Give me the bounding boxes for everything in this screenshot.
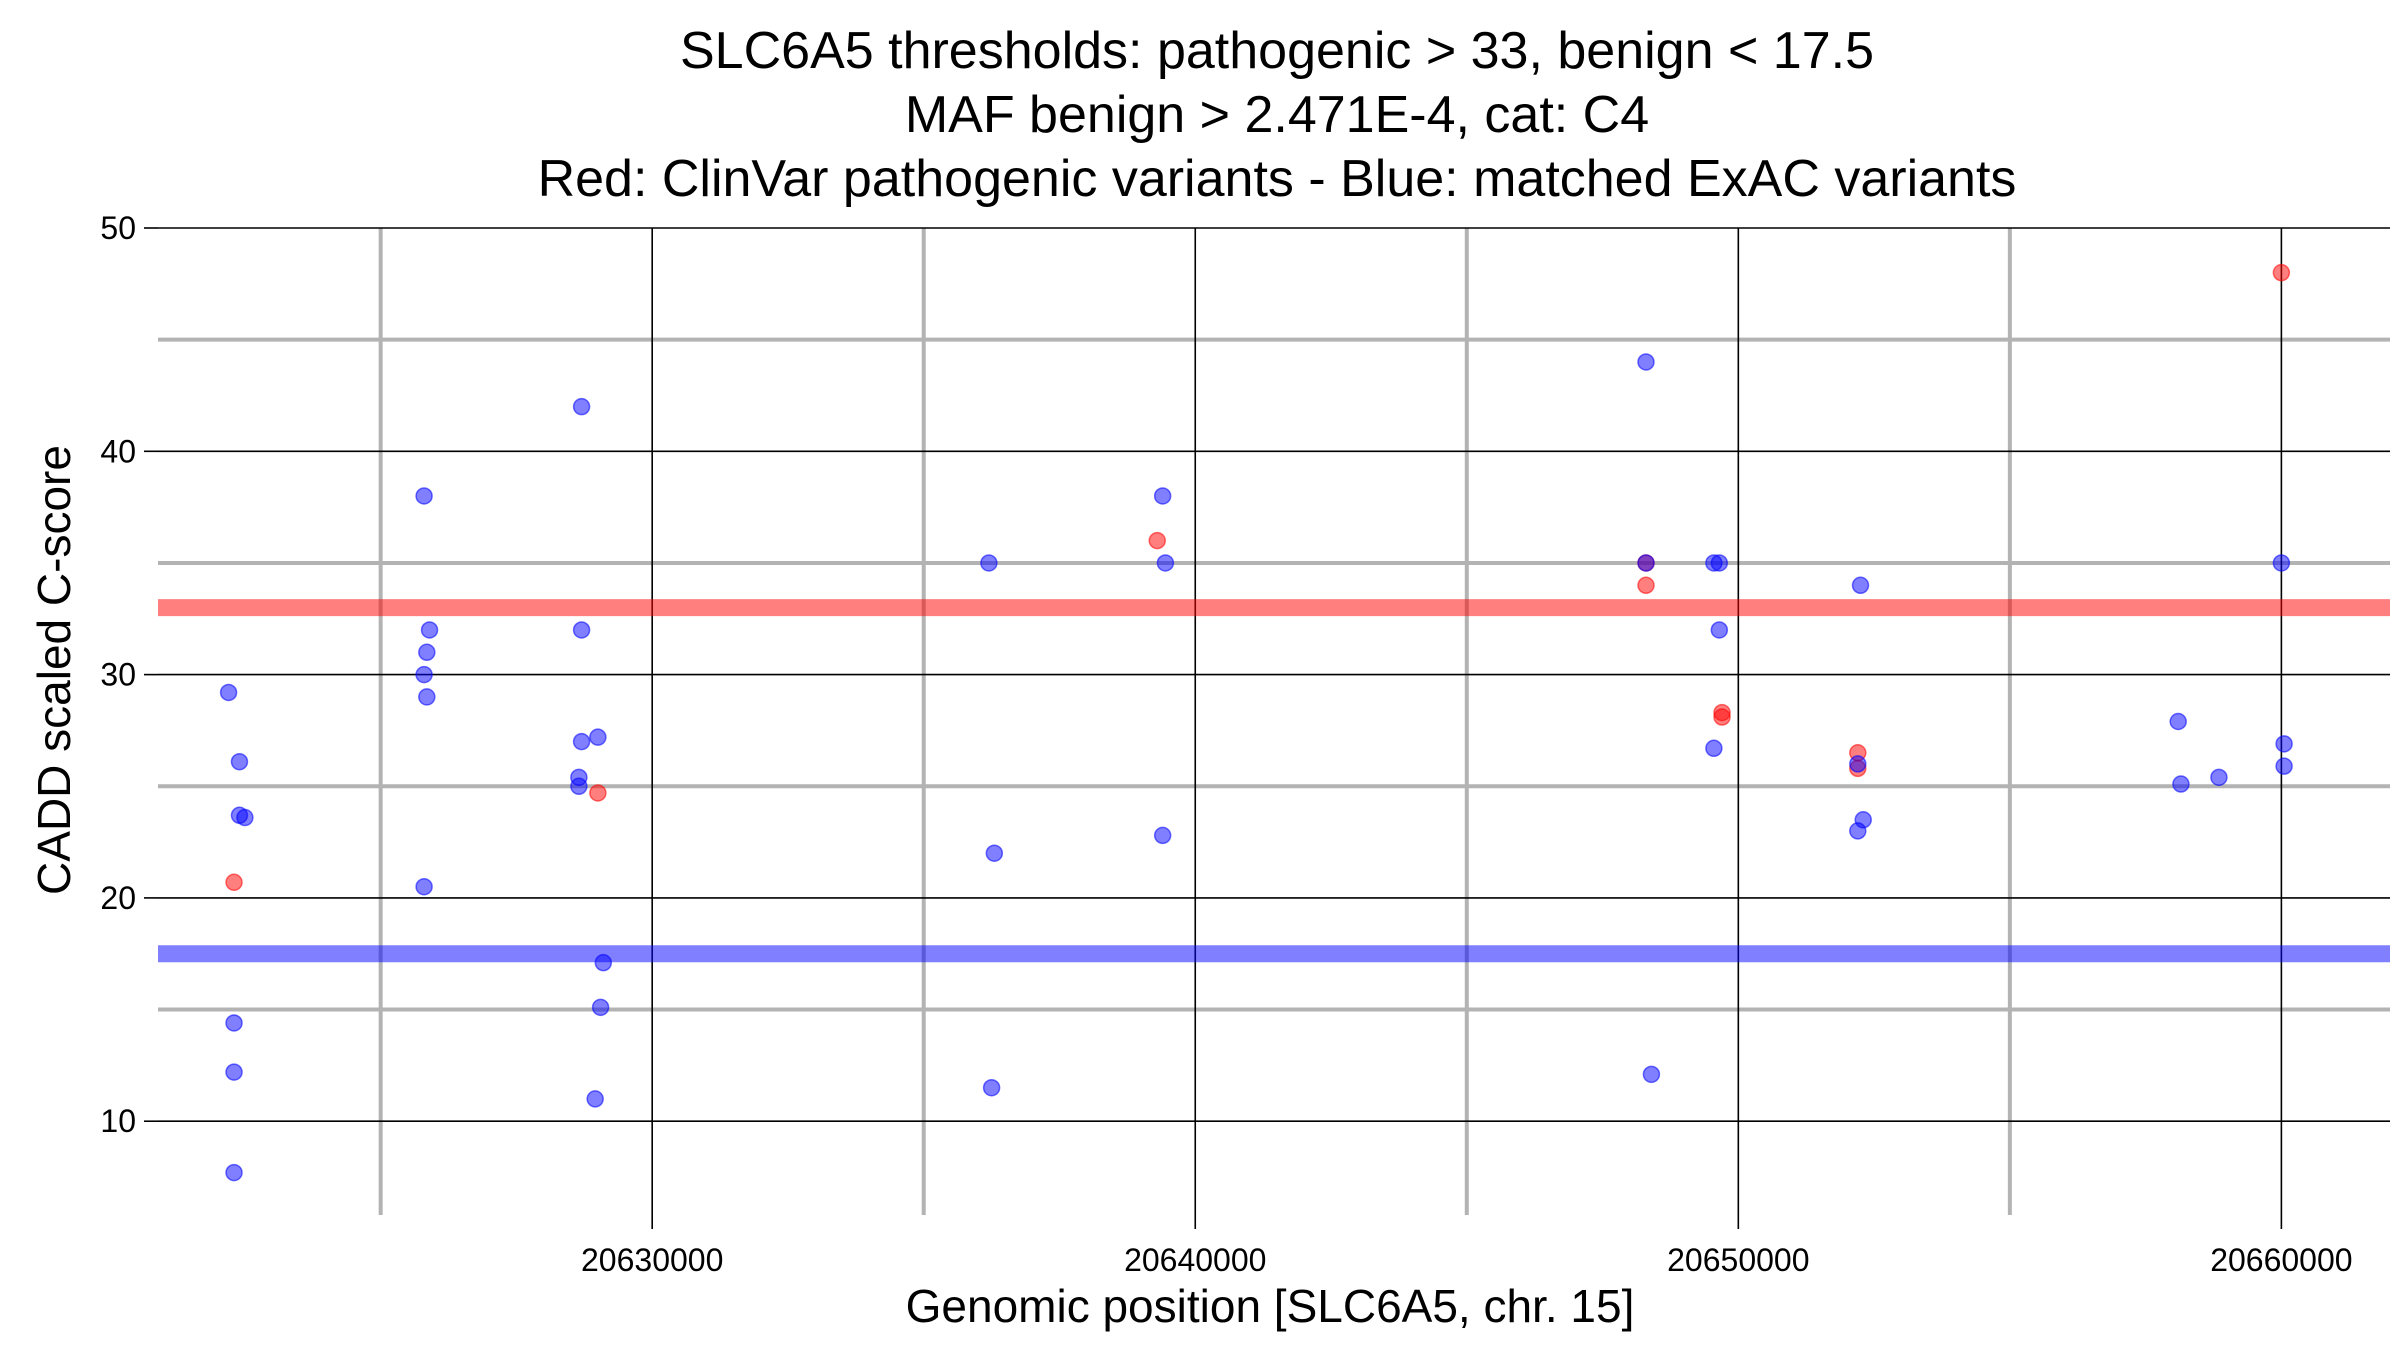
- data-points: [219, 263, 2293, 1182]
- benign-point-23: [985, 844, 1004, 862]
- x-tick-label-3: 20660000: [2210, 1242, 2352, 1278]
- benign-point-4: [225, 1014, 243, 1032]
- x-tick-label-2: 20650000: [1667, 1242, 1809, 1278]
- benign-point-42: [2272, 554, 2291, 572]
- x-axis: 20630000 20640000 20650000 20660000: [581, 1215, 2353, 1278]
- benign-point-43: [2275, 735, 2293, 753]
- y-axis-label: CADD scaled C-score: [28, 445, 80, 895]
- benign-point-1: [230, 752, 249, 771]
- benign-point-3: [236, 808, 254, 827]
- title-line-2: MAF benign > 2.471E-4, cat: C4: [905, 86, 1649, 144]
- y-tick-label-4: 50: [100, 210, 136, 246]
- benign-point-6: [225, 1163, 243, 1182]
- pathogenic-point-4: [1637, 576, 1655, 595]
- x-tick-label-0: 20630000: [581, 1242, 723, 1278]
- chart-title: SLC6A5 thresholds: pathogenic > 33, beni…: [538, 22, 2017, 208]
- benign-point-33: [1710, 621, 1729, 639]
- benign-point-9: [418, 643, 436, 662]
- benign-point-34: [1705, 739, 1723, 758]
- benign-point-21: [586, 1090, 604, 1108]
- threshold-lines: [158, 599, 2390, 963]
- title-line-3: Red: ClinVar pathogenic variants - Blue:…: [538, 150, 2017, 208]
- benign-point-19: [594, 953, 613, 972]
- benign-point-28: [1637, 353, 1655, 371]
- benign-point-12: [415, 877, 433, 896]
- benign-point-7: [415, 487, 433, 505]
- benign-point-10: [415, 665, 433, 684]
- benign-point-24: [982, 1078, 1001, 1097]
- benign-point-14: [572, 621, 591, 639]
- pathogenic-point-6: [1713, 708, 1731, 726]
- benign-point-25: [1153, 487, 1172, 505]
- benign-point-35: [1851, 576, 1870, 595]
- benign-point-22: [980, 554, 998, 572]
- pathogenic-point-0: [225, 873, 243, 892]
- major-gridlines: [158, 227, 2390, 1215]
- benign-point-8: [420, 621, 439, 639]
- y-tick-label-2: 30: [100, 657, 136, 693]
- title-line-1: SLC6A5 thresholds: pathogenic > 33, beni…: [680, 22, 1874, 80]
- benign-point-0: [219, 683, 238, 702]
- benign-point-5: [225, 1063, 243, 1081]
- benign-point-18: [589, 728, 607, 746]
- pathogenic-point-2: [1148, 531, 1166, 550]
- benign-point-17: [570, 777, 588, 796]
- benign-point-36: [1849, 755, 1867, 773]
- pathogenic-point-9: [2272, 263, 2291, 282]
- y-tick-label-3: 40: [100, 433, 136, 469]
- x-tick-label-1: 20640000: [1124, 1242, 1266, 1278]
- pathogenic-point-1: [589, 784, 607, 802]
- benign-point-30: [1642, 1065, 1661, 1084]
- minor-gridlines: [158, 228, 2390, 1215]
- benign-point-11: [418, 688, 436, 706]
- benign-point-41: [2210, 768, 2228, 787]
- benign-point-15: [572, 732, 591, 751]
- benign-point-32: [1710, 554, 1729, 572]
- benign-point-44: [2275, 757, 2293, 775]
- y-tick-label-1: 20: [100, 880, 136, 916]
- x-axis-label: Genomic position [SLC6A5, chr. 15]: [906, 1280, 1635, 1332]
- benign-point-27: [1153, 826, 1172, 845]
- benign-point-26: [1156, 554, 1175, 572]
- benign-point-40: [2172, 775, 2190, 793]
- y-axis: 10 20 30 40 50: [100, 210, 158, 1139]
- benign-point-39: [2169, 712, 2187, 731]
- benign-point-13: [572, 397, 591, 416]
- benign-point-20: [591, 998, 610, 1017]
- benign-point-38: [1849, 822, 1867, 840]
- y-tick-label-0: 10: [100, 1103, 136, 1139]
- benign-point-29: [1637, 554, 1655, 572]
